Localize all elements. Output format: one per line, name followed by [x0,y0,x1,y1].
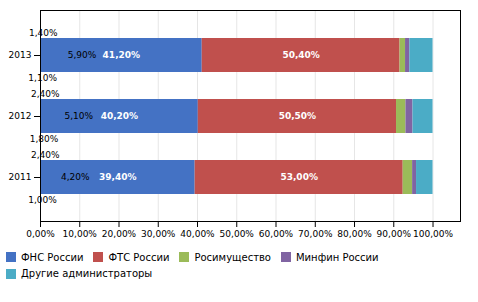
svg-text:100,00%: 100,00% [413,229,453,239]
svg-text:2013: 2013 [9,50,32,60]
svg-text:30,00%: 30,00% [141,229,176,239]
html-text:Росимущество: Росимущество [194,251,271,263]
html-text:Минфин России: Минфин России [296,251,379,263]
html-text:ФНС России: ФНС России [21,251,84,263]
svg-text:90,00%: 90,00% [377,229,412,239]
svg-text:80,00%: 80,00% [337,229,372,239]
svg-text:5,90%: 5,90% [68,50,97,60]
svg-text:2,40%: 2,40% [31,150,60,160]
svg-text:5,10%: 5,10% [65,111,94,121]
svg-text:2011: 2011 [9,172,32,182]
svg-text:40,20%: 40,20% [101,111,138,121]
svg-text:40,00%: 40,00% [180,229,215,239]
svg-text:60,00%: 60,00% [259,229,294,239]
svg-text:41,20%: 41,20% [103,50,140,60]
svg-text:50,00%: 50,00% [220,229,255,239]
svg-text:2012: 2012 [9,111,32,121]
svg-text:1,80%: 1,80% [30,134,59,144]
svg-text:1,10%: 1,10% [28,73,57,83]
svg-text:20,00%: 20,00% [102,229,137,239]
html-text:ФТС России: ФТС России [108,251,170,263]
svg-text:39,40%: 39,40% [99,172,137,182]
svg-text:50,50%: 50,50% [279,111,317,121]
svg-text:1,40%: 1,40% [29,28,58,38]
svg-text:70,00%: 70,00% [298,229,333,239]
svg-text:1,00%: 1,00% [28,195,57,205]
svg-text:50,40%: 50,40% [282,50,320,60]
svg-text:0,00%: 0,00% [26,229,55,239]
svg-text:4,20%: 4,20% [61,172,90,182]
html-text:Другие администраторы: Другие администраторы [21,268,153,280]
svg-text:53,00%: 53,00% [280,172,318,182]
svg-text:2,40%: 2,40% [31,89,60,99]
svg-text:10,00%: 10,00% [63,229,98,239]
